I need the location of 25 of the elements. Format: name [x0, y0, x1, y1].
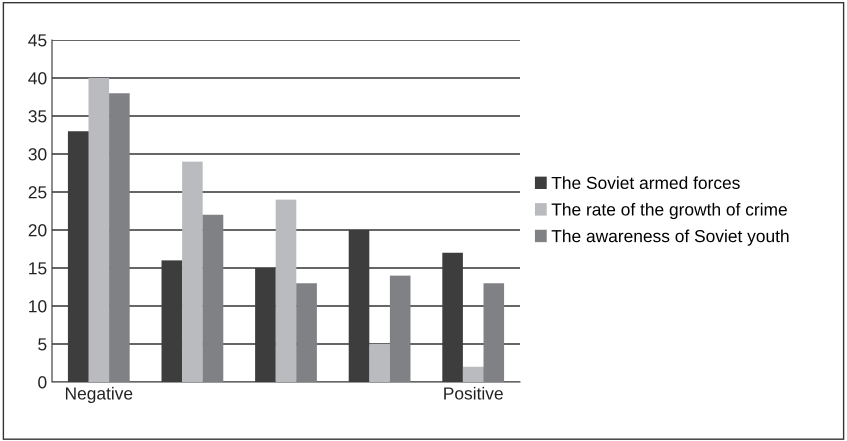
bar — [202, 214, 224, 382]
bar — [483, 283, 504, 382]
y-tick-label: 5 — [38, 338, 46, 350]
y-tick-label: 30 — [28, 148, 46, 160]
y-tick-label: 45 — [28, 34, 46, 46]
bar — [109, 93, 130, 382]
bar — [296, 283, 317, 382]
y-tick-label: 15 — [29, 262, 46, 274]
bar — [390, 276, 410, 382]
bar — [276, 200, 296, 382]
bar — [182, 162, 203, 382]
y-tick-label: 35 — [28, 110, 46, 122]
legend-label: The Soviet armed forces — [552, 176, 740, 190]
bar — [462, 366, 484, 382]
legend-label: The rate of the growth of crime — [552, 202, 787, 220]
legend-label: The awareness of Soviet youth — [552, 230, 788, 246]
y-tick-label: 10 — [29, 300, 46, 312]
y-tick-label: 40 — [28, 72, 46, 84]
bar — [369, 344, 390, 382]
x-tick-label: Negative — [66, 386, 132, 404]
y-tick-label: 20 — [28, 224, 46, 236]
y-tick-label: 0 — [38, 376, 46, 388]
bar — [88, 78, 110, 382]
y-tick-label: 25 — [28, 186, 46, 198]
x-tick-label: Positive — [444, 386, 503, 400]
